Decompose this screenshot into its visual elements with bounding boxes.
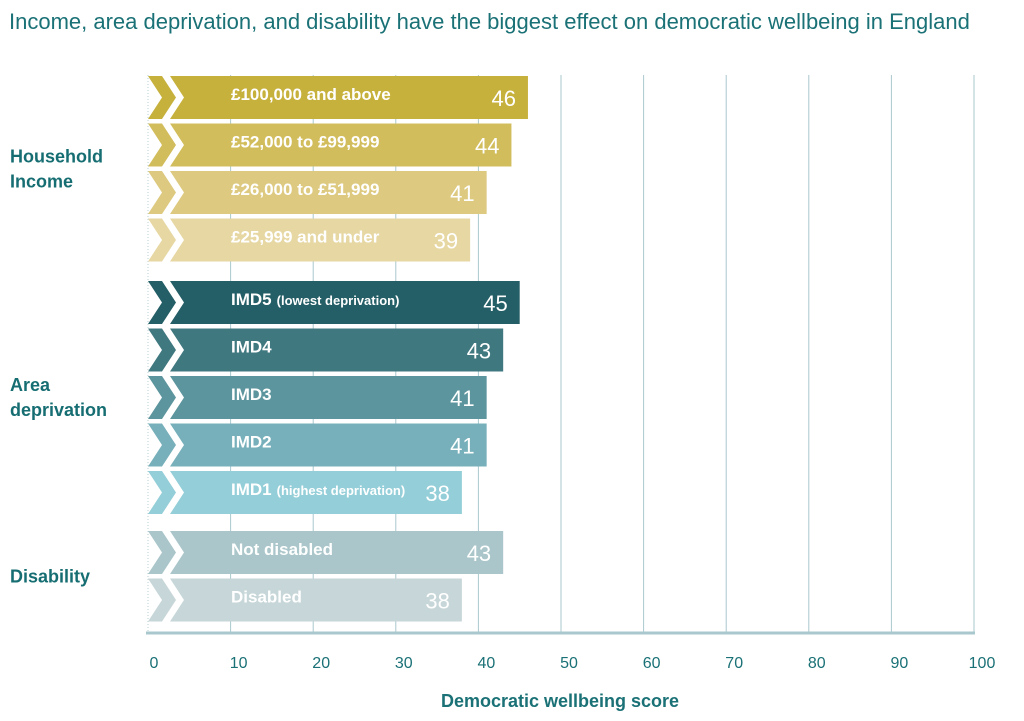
bar-label: £100,000 and above [231,85,391,104]
bar-label: Disabled [231,588,302,607]
chevron-icon [148,76,176,119]
group-labels: Household Income Area deprivation Disability [10,146,107,586]
x-tick-label: 20 [312,655,330,672]
bar-label: £26,000 to £51,999 [231,180,379,199]
bar-label: IMD4 [231,338,272,357]
bar-label: IMD5 (lowest deprivation) [231,290,399,309]
group-label: deprivation [10,400,107,420]
group-label: Household [10,146,103,166]
bar: £52,000 to £99,999 44 [148,123,512,167]
x-tick-label: 100 [969,655,996,672]
bar-rect [170,218,471,262]
bar-value-label: 45 [483,291,507,316]
x-tick-label: 60 [643,655,661,672]
x-tick-label: 0 [150,655,159,672]
bar-label: £25,999 and under [231,228,380,247]
x-tick-label: 90 [891,655,909,672]
chevron-icon [148,376,176,419]
group-label: Area [10,375,51,395]
bar-value-label: 43 [467,541,491,566]
bar-label: IMD2 [231,433,272,452]
bar-rect [170,328,504,372]
bar-value-label: 38 [425,481,449,506]
bar-value-label: 38 [425,589,449,614]
x-tick-label: 40 [478,655,496,672]
bar-value-label: 46 [491,86,515,111]
group-label: Disability [10,566,90,586]
x-tick-label: 50 [560,655,578,672]
bar-value-label: 41 [450,386,474,411]
bar-rect [170,471,462,514]
bars: £100,000 and above 46 £52,000 to £99,999 44… [148,76,528,622]
x-axis-title: Democratic wellbeing score [441,691,679,711]
bar: £100,000 and above 46 [148,76,528,119]
bar: £26,000 to £51,999 41 [148,171,487,214]
chevron-icon [148,281,176,324]
chevron-icon [148,423,176,467]
bar-value-label: 41 [450,434,474,459]
bar-rect [170,123,512,167]
chevron-icon [148,531,176,574]
bar: Not disabled 43 [148,531,504,574]
bar: IMD1 (highest deprivation) 38 [148,471,462,514]
chart-title: Income, area deprivation, and disability… [9,9,970,34]
bar-value-label: 39 [434,229,458,254]
x-tick-label: 70 [725,655,743,672]
chevron-icon [148,123,176,167]
chevron-icon [148,578,176,622]
bar-value-label: 43 [467,339,491,364]
x-axis: 0 10 20 30 40 50 60 70 80 90 100 [146,631,996,672]
bar-value-label: 44 [475,134,499,159]
bar-label: IMD3 [231,385,272,404]
bar-label: IMD1 (highest deprivation) [231,480,405,499]
x-tick-label: 80 [808,655,826,672]
bar-group: £100,000 and above 46 £52,000 to £99,999 44… [148,76,528,262]
bar-value-label: 41 [450,181,474,206]
x-tick-label: 10 [230,655,248,672]
bar-label: £52,000 to £99,999 [231,133,379,152]
bar: IMD4 43 [148,328,504,372]
bar-rect [170,76,528,119]
chevron-icon [148,328,176,372]
bar-group: Not disabled 43 Disabled 38 [148,531,504,622]
x-tick-label: 30 [395,655,413,672]
bar-rect [170,423,487,467]
bar: Disabled 38 [148,578,462,622]
group-label: Income [10,171,73,191]
chevron-icon [148,218,176,262]
bar: IMD5 (lowest deprivation) 45 [148,281,520,324]
chevron-icon [148,471,176,514]
bar-rect [170,281,520,324]
bar-rect [170,531,504,574]
bar-rect [170,578,462,622]
bar: IMD2 41 [148,423,487,467]
bar-rect [170,171,487,214]
bar-rect [170,376,487,419]
chevron-icon [148,171,176,214]
bar: IMD3 41 [148,376,487,419]
bar: £25,999 and under 39 [148,218,471,262]
bar-label: Not disabled [231,540,333,559]
